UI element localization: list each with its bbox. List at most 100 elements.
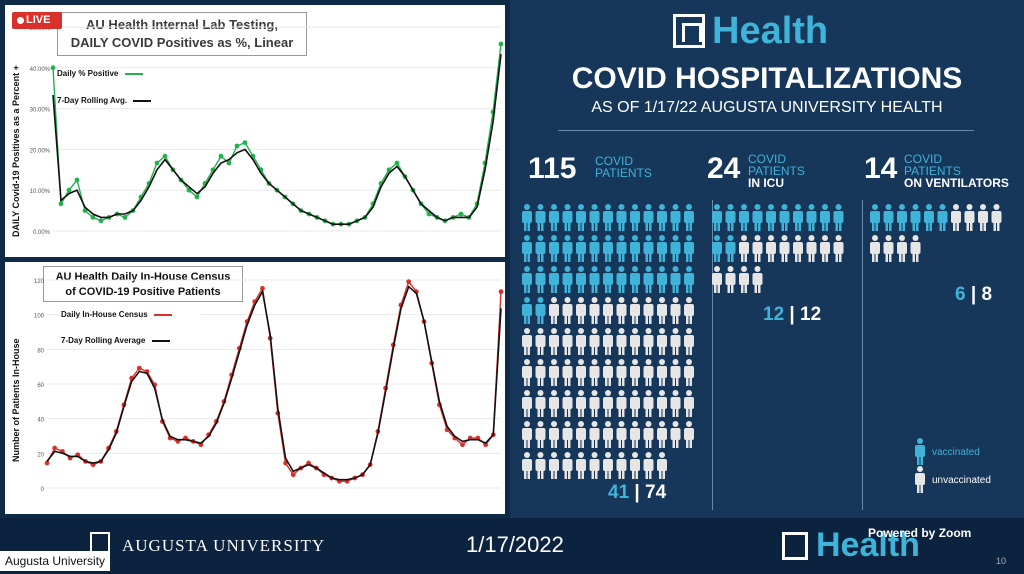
person-icon <box>603 452 613 479</box>
brand-name: Health <box>712 10 829 52</box>
person-icon <box>589 421 600 448</box>
data-point <box>98 218 104 224</box>
people-icon-grid <box>522 204 1002 493</box>
person-icon <box>603 297 613 324</box>
stat-total-label-line2: PATIENTS <box>595 166 652 180</box>
person-icon <box>630 266 640 293</box>
person-icon <box>657 390 667 417</box>
person-icon <box>522 421 532 448</box>
person-icon <box>924 204 934 231</box>
person-icon <box>643 204 654 231</box>
page-number: 10 <box>996 556 1007 566</box>
person-icon <box>725 235 736 262</box>
data-point <box>306 460 312 466</box>
census-chart-panel: AU Health Daily In-House Census of COVID… <box>5 262 505 514</box>
data-point <box>50 65 56 71</box>
person-icon <box>870 235 880 262</box>
chart-title-line1: AU Health Internal Lab Testing, <box>86 17 278 32</box>
person-icon <box>616 421 627 448</box>
data-point <box>242 140 248 146</box>
person-icon <box>670 390 681 417</box>
person-icon <box>589 235 600 262</box>
data-point <box>394 160 400 166</box>
person-icon <box>576 328 586 355</box>
stat-vent-number: 14 <box>864 152 898 185</box>
person-icon <box>549 266 559 293</box>
person-icon <box>657 297 667 324</box>
person-icon <box>616 328 627 355</box>
person-icon <box>576 452 586 479</box>
person-icon <box>576 204 586 231</box>
person-icon <box>820 204 830 231</box>
y-tick-label: 40.00% <box>30 67 51 73</box>
stat-vent-label-line2: PATIENTS <box>904 164 961 178</box>
person-icon <box>657 204 667 231</box>
y-tick-label: 20 <box>37 452 44 458</box>
person-icon <box>684 390 694 417</box>
person-icon <box>630 328 640 355</box>
person-icon <box>562 235 573 262</box>
y-tick-label: 60 <box>37 383 44 389</box>
person-icon <box>589 297 600 324</box>
person-icon <box>576 421 586 448</box>
stat-icu-label: COVID PATIENTS IN ICU <box>748 153 805 189</box>
person-icon <box>766 235 776 262</box>
person-icon <box>522 359 532 386</box>
legend-average: 7-Day Rolling Avg. <box>57 96 177 105</box>
legend-average-label: 7-Day Rolling Average <box>61 336 146 345</box>
person-icon <box>589 390 600 417</box>
person-icon <box>915 466 925 493</box>
person-icon <box>535 235 546 262</box>
person-icon <box>806 235 817 262</box>
column-divider-2 <box>862 200 863 510</box>
data-point <box>426 211 432 217</box>
person-icon <box>779 235 790 262</box>
data-point <box>234 143 240 149</box>
person-icon <box>630 204 640 231</box>
data-point <box>283 460 288 466</box>
person-icon <box>616 235 627 262</box>
legend-daily-label: Daily % Positive <box>57 69 119 78</box>
ratio-vent-vaccinated: 6 <box>955 284 966 305</box>
person-icon <box>643 359 654 386</box>
stat-vent-label-line1: COVID <box>904 152 943 166</box>
person-icon <box>643 235 654 262</box>
data-point <box>58 201 64 207</box>
person-icon <box>657 235 667 262</box>
person-icon <box>562 204 573 231</box>
main-title: COVID HOSPITALIZATIONS <box>571 62 963 95</box>
hospitalizations-infographic: Health COVID HOSPITALIZATIONS AS OF 1/17… <box>510 0 1024 518</box>
person-icon <box>833 235 844 262</box>
person-icon <box>549 452 559 479</box>
data-point <box>154 160 160 166</box>
legend-daily-swatch <box>153 313 172 316</box>
stat-total-label-line1: COVID <box>595 154 634 168</box>
person-icon <box>603 235 613 262</box>
y-tick-label: 100 <box>34 314 45 320</box>
person-icon <box>643 297 654 324</box>
person-icon <box>576 359 586 386</box>
person-icon <box>616 204 627 231</box>
person-icon <box>684 266 694 293</box>
person-icon <box>739 235 749 262</box>
data-point <box>498 41 504 47</box>
stat-icu-label-line3: IN ICU <box>748 176 784 190</box>
slide-footer: AUGUSTA UNIVERSITY 1/17/2022 Health Powe… <box>0 518 1024 574</box>
column-divider-1 <box>712 200 713 510</box>
data-point <box>226 160 232 166</box>
footer-date: 1/17/2022 <box>466 532 564 557</box>
divider <box>558 130 974 131</box>
person-icon <box>643 328 654 355</box>
person-icon <box>603 266 613 293</box>
person-icon <box>603 204 613 231</box>
data-point <box>218 153 224 159</box>
person-icon <box>752 204 763 231</box>
data-point <box>66 187 72 193</box>
person-icon <box>522 204 532 231</box>
ratio-icu: 12 | 12 <box>763 304 822 325</box>
person-icon <box>670 421 681 448</box>
person-icon <box>951 204 961 231</box>
person-icon <box>630 390 640 417</box>
person-icon <box>670 359 681 386</box>
